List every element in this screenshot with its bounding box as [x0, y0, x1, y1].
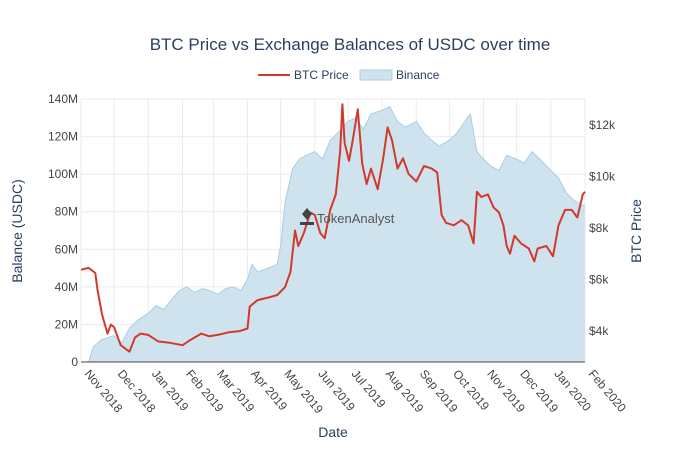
- legend-btc-label[interactable]: BTC Price: [294, 68, 349, 82]
- y-axis-title: Balance (USDC): [9, 179, 25, 282]
- y-tick-label: 100M: [48, 167, 78, 181]
- legend-binance-area-swatch: [359, 69, 393, 81]
- watermark-label: TokenAnalyst: [317, 211, 395, 226]
- y-tick-label: 80M: [55, 205, 78, 219]
- binance-area-fill[interactable]: [81, 106, 585, 363]
- y-tick-label: 60M: [55, 242, 78, 256]
- legend-binance-label[interactable]: Binance: [396, 68, 440, 82]
- y-tick-label: 0: [71, 355, 78, 369]
- y2-tick-label: $12k: [589, 118, 616, 132]
- y-tick-label: 20M: [55, 317, 78, 331]
- x-axis-title: Date: [318, 424, 348, 440]
- y2-axis-title: BTC Price: [628, 199, 644, 263]
- y-tick-label: 40M: [55, 280, 78, 294]
- y2-tick-label: $10k: [589, 169, 616, 183]
- y2-tick-label: $8k: [589, 221, 609, 235]
- tokenanalyst-logo-icon: [300, 208, 314, 225]
- y-tick-label: 120M: [48, 130, 78, 144]
- x-tick-label: Feb 2020: [586, 367, 630, 415]
- btc-price-line[interactable]: [80, 103, 586, 353]
- y2-tick-label: $4k: [589, 324, 609, 338]
- y2-tick-label: $6k: [589, 272, 609, 286]
- binance-area-line[interactable]: [81, 105, 586, 363]
- plot-area[interactable]: [80, 103, 586, 363]
- watermark: TokenAnalyst: [300, 208, 395, 226]
- legend[interactable]: BTC Price Binance: [258, 68, 440, 82]
- y-tick-label: 140M: [48, 92, 78, 106]
- chart-title: BTC Price vs Exchange Balances of USDC o…: [150, 35, 551, 54]
